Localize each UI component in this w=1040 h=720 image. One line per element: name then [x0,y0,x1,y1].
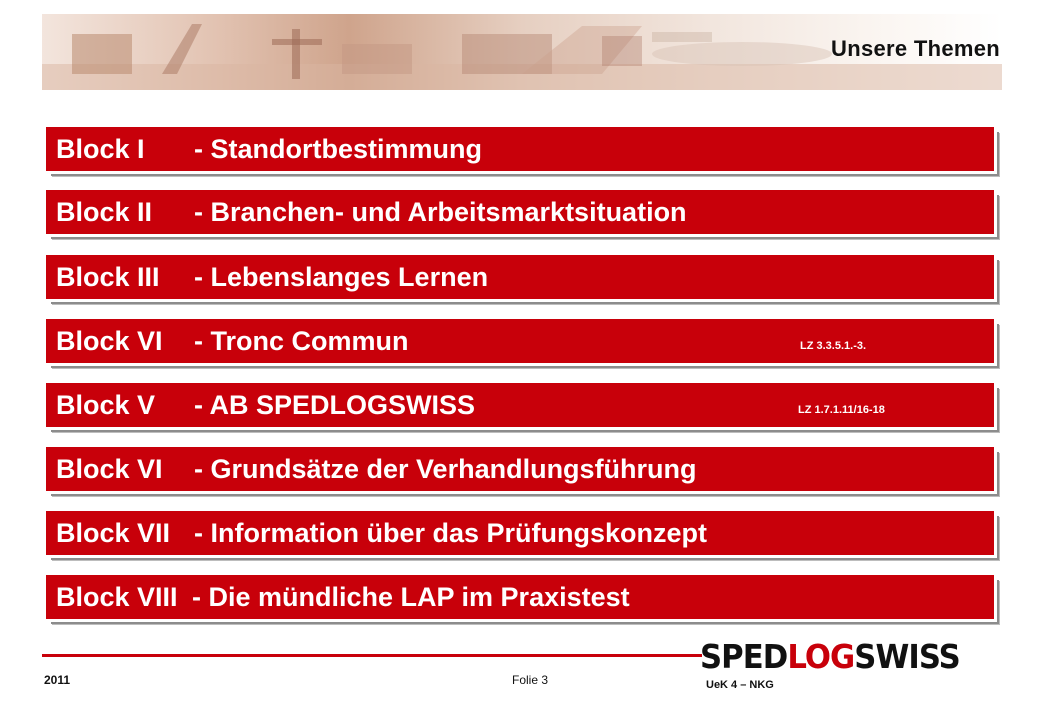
block-label: Block VIII [56,582,178,612]
block-title: - Tronc Commun [194,326,409,356]
logistics-banner-image [42,14,1002,90]
block-title: - Lebenslanges Lernen [194,262,489,292]
logo-part-highlight: LOG [787,637,855,676]
block-label: Block II [56,197,153,227]
topic-block-8: Block VIII - Die mündliche LAP im Praxis… [46,575,994,619]
block-label: Block I [56,134,145,164]
block-title: - Standortbestimmung [194,134,482,164]
block-label: Block VI [56,454,163,484]
topic-block-1: Block I - Standortbestimmung [46,127,994,171]
logo-part: SPED [700,637,788,676]
footer-divider [42,654,702,657]
topic-block-7: Block VII - Information über das Prüfung… [46,511,994,555]
block-title: - Branchen- und Arbeitsmarktsituation [194,197,687,227]
block-title: - Grundsätze der Verhandlungsführung [194,454,697,484]
learning-goal-reference: LZ 1.7.1.11/16-18 [798,404,885,416]
topic-block-5: Block V - AB SPEDLOGSWISS LZ 1.7.1.11/16… [46,383,994,427]
block-title: - Information über das Prüfungskonzept [194,518,708,548]
spedlogswiss-logo: SPEDLOGSWISS [700,637,961,676]
topic-block-2: Block II - Branchen- und Arbeitsmarktsit… [46,190,994,234]
page-title: Unsere Themen [831,36,1000,61]
logo-part: SWISS [854,637,960,676]
footer-year: 2011 [44,673,71,687]
topic-block-4: Block VI - Tronc Commun LZ 3.3.5.1.-3. [46,319,994,363]
block-label: Block VI [56,326,163,356]
block-label: Block VII [56,518,171,548]
block-title: - Die mündliche LAP im Praxistest [192,582,630,612]
block-label: Block III [56,262,160,292]
learning-goal-reference: LZ 3.3.5.1.-3. [800,340,867,352]
block-label: Block V [56,390,156,420]
slide-number: Folie 3 [512,673,549,687]
course-label: UeK 4 – NKG [706,679,774,691]
topic-block-6: Block VI - Grundsätze der Verhandlungsfü… [46,447,994,491]
block-title: - AB SPEDLOGSWISS [194,390,476,420]
topic-block-3: Block III - Lebenslanges Lernen [46,255,994,299]
